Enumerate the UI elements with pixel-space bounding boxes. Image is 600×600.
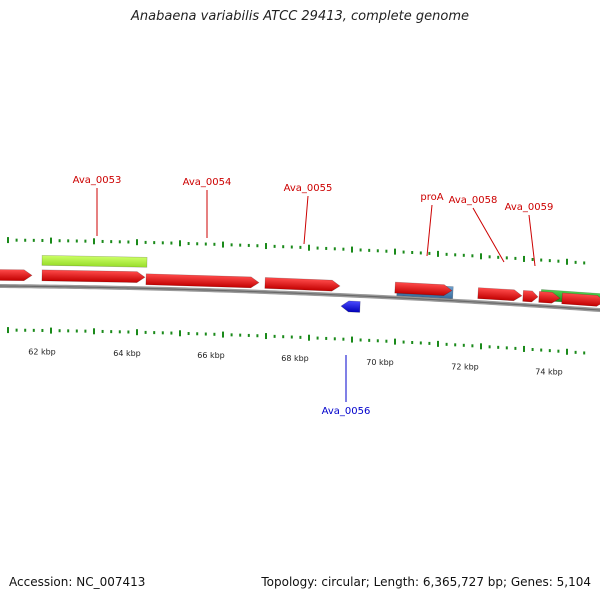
- gene-label[interactable]: Ava_0059: [505, 202, 554, 267]
- gene-label[interactable]: Ava_0055: [284, 183, 333, 245]
- highlight-bar-yellow-green-shape: [41, 255, 148, 268]
- map-title: Anabaena variabilis ATCC 29413, complete…: [131, 9, 469, 24]
- label-leader-line: [472, 207, 505, 263]
- gene-label-text: Ava_0054: [183, 177, 232, 188]
- genome-backbone-edge: [0, 285, 600, 311]
- scale-label: 74 kbp: [535, 368, 563, 377]
- gene-arrow-ava-0054[interactable]: [145, 273, 260, 289]
- gene-arrow-ava-0054-shape: [145, 273, 260, 289]
- gene-label-text: proA: [420, 192, 443, 203]
- gene-arrow-proa-shape: [394, 281, 453, 296]
- gene-arrow-ava-0055-shape: [264, 277, 341, 292]
- gene-label[interactable]: Ava_0053: [73, 175, 122, 236]
- label-leader-line: [303, 195, 309, 245]
- gene-arrow-ava-0052[interactable]: [0, 269, 33, 282]
- scale-label: 68 kbp: [281, 354, 309, 363]
- gene-label-text: Ava_0056: [322, 406, 371, 417]
- gene-arrow-ava-0056[interactable]: [340, 300, 361, 313]
- gene-arrow-ava-0060-shape: [561, 292, 600, 307]
- gene-label-text: Ava_0055: [284, 183, 333, 194]
- upper-tick-band: [7, 237, 586, 265]
- gene-label[interactable]: Ava_0058: [449, 195, 505, 263]
- genome-summary-text: Topology: circular; Length: 6,365,727 bp…: [261, 575, 591, 589]
- gene-arrow-ava-0058b-shape: [522, 290, 539, 303]
- scale-label: 64 kbp: [113, 349, 141, 358]
- accession-text: Accession: NC_007413: [9, 575, 146, 589]
- scale-label: 72 kbp: [451, 362, 479, 371]
- gene-arrow-ava-0060[interactable]: [561, 292, 600, 307]
- scale-label: 70 kbp: [366, 358, 394, 367]
- gene-arrow-ava-0056-shape: [340, 300, 361, 313]
- gene-arrow-ava-0052-shape: [0, 269, 33, 282]
- gene-label[interactable]: proA: [420, 192, 444, 257]
- gene-label-text: Ava_0059: [505, 202, 554, 213]
- highlight-bar-yellow-green[interactable]: [41, 255, 148, 268]
- gene-arrow-ava-0059[interactable]: [538, 291, 561, 304]
- gene-label[interactable]: Ava_0056: [322, 355, 371, 417]
- label-leader-line: [426, 204, 433, 257]
- lower-tick-band: [7, 327, 586, 355]
- label-leader-line: [528, 214, 536, 267]
- gene-arrow-ava-0053[interactable]: [41, 269, 146, 283]
- gene-arrow-ava-0058b[interactable]: [522, 290, 539, 303]
- gene-arrow-proa[interactable]: [394, 281, 453, 296]
- gene-label-text: Ava_0053: [73, 175, 122, 186]
- gene-arrow-ava-0058a-shape: [477, 287, 523, 302]
- scale-label: 66 kbp: [197, 351, 225, 360]
- gene-arrow-ava-0055[interactable]: [264, 277, 341, 292]
- gene-label-text: Ava_0058: [449, 195, 498, 206]
- gene-arrow-ava-0058a[interactable]: [477, 287, 523, 302]
- gene-label[interactable]: Ava_0054: [183, 177, 232, 238]
- gene-arrow-ava-0053-shape: [41, 269, 146, 283]
- scale-label: 62 kbp: [28, 347, 56, 356]
- gene-arrow-ava-0059-shape: [538, 291, 561, 304]
